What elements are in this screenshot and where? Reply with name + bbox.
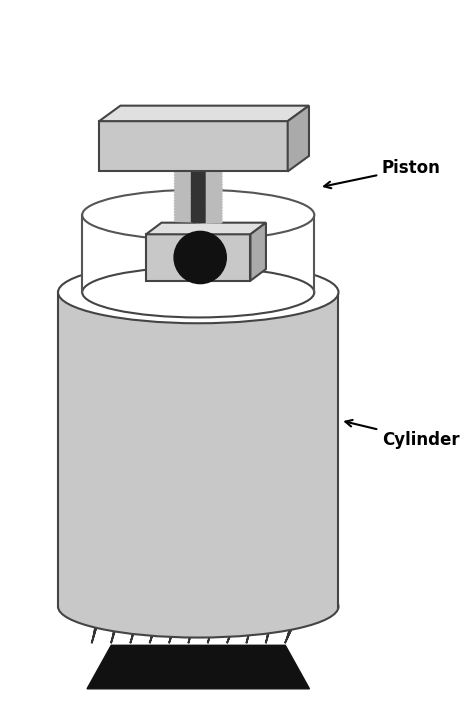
Text: Piston: Piston: [324, 159, 441, 188]
Polygon shape: [87, 645, 310, 689]
Bar: [58, 292, 338, 607]
Bar: [99, 121, 288, 171]
Ellipse shape: [82, 190, 314, 240]
Bar: [82, 215, 314, 292]
Ellipse shape: [58, 261, 338, 323]
Text: Cylinder: Cylinder: [346, 420, 460, 449]
Polygon shape: [250, 222, 266, 281]
Polygon shape: [146, 222, 266, 234]
Ellipse shape: [82, 267, 314, 318]
Circle shape: [174, 231, 226, 284]
Polygon shape: [288, 106, 309, 171]
Polygon shape: [99, 106, 309, 121]
Ellipse shape: [58, 576, 338, 637]
Bar: [146, 234, 250, 281]
